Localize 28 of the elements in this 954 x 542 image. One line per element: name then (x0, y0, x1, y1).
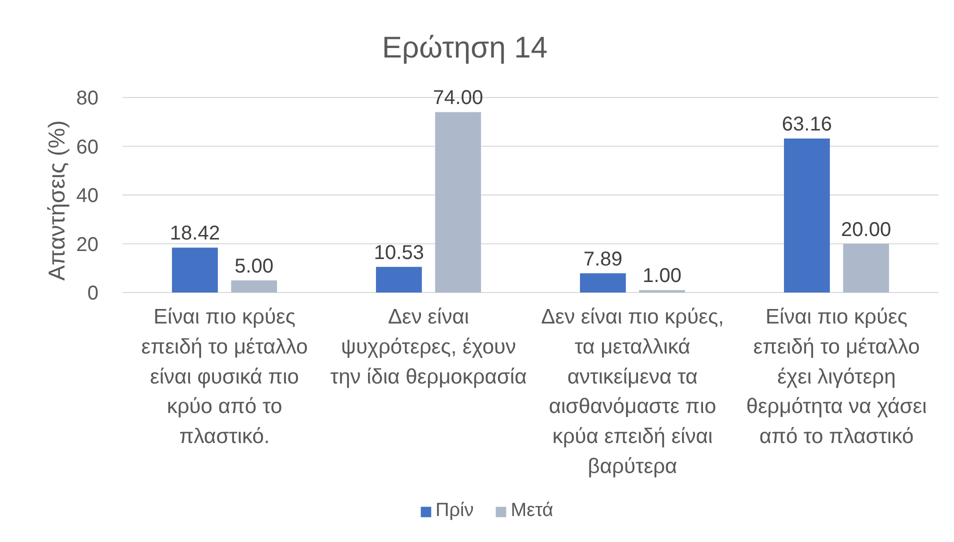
data-label: 63.16 (782, 114, 832, 136)
data-label: 5.00 (234, 255, 274, 278)
y-tick-label: 20 (76, 234, 99, 256)
bar (376, 266, 422, 292)
bar (172, 248, 218, 292)
data-label: 10.53 (374, 242, 424, 264)
data-label: 74.00 (433, 87, 484, 110)
data-label: 20.00 (841, 218, 892, 241)
x-tick-label: Δεν είναι ψυχρότερες, έχουν την ίδια θερμοκρασία (330, 306, 527, 388)
bar (435, 112, 482, 292)
y-tick-label: 60 (76, 136, 99, 158)
x-tick-label: Δεν είναι πιο κρύες, τα μεταλλικά αντικείμενα τα αισθανόμαστε πιο κρύα επειδή είναι βαρύτερα (541, 306, 724, 478)
legend-label: Πρίν (436, 500, 474, 522)
chart-title: Ερώτηση 14 (382, 32, 548, 64)
data-label: 7.89 (583, 248, 622, 270)
x-tick-label: Είναι πιο κρύες επειδή το μέταλλο έχει λιγότερη θερμότητα να χάσει από το πλαστικό (746, 306, 928, 448)
bar (784, 138, 830, 292)
data-label: 18.42 (170, 222, 220, 245)
bar (231, 280, 278, 292)
data-label: 1.00 (642, 265, 682, 288)
bar (580, 273, 626, 292)
legend-label: Μετά (510, 500, 554, 522)
y-tick-label: 40 (76, 185, 99, 207)
y-axis-title: Απαντήσεις (%) (44, 120, 70, 281)
y-tick-label: 80 (76, 88, 99, 110)
x-tick-label: Είναι πιο κρύες επειδή το μέταλλο είναι φυσικά πιο κρύο από το πλαστικό. (141, 306, 308, 448)
y-tick-label: 0 (87, 282, 98, 304)
bar (843, 244, 890, 292)
